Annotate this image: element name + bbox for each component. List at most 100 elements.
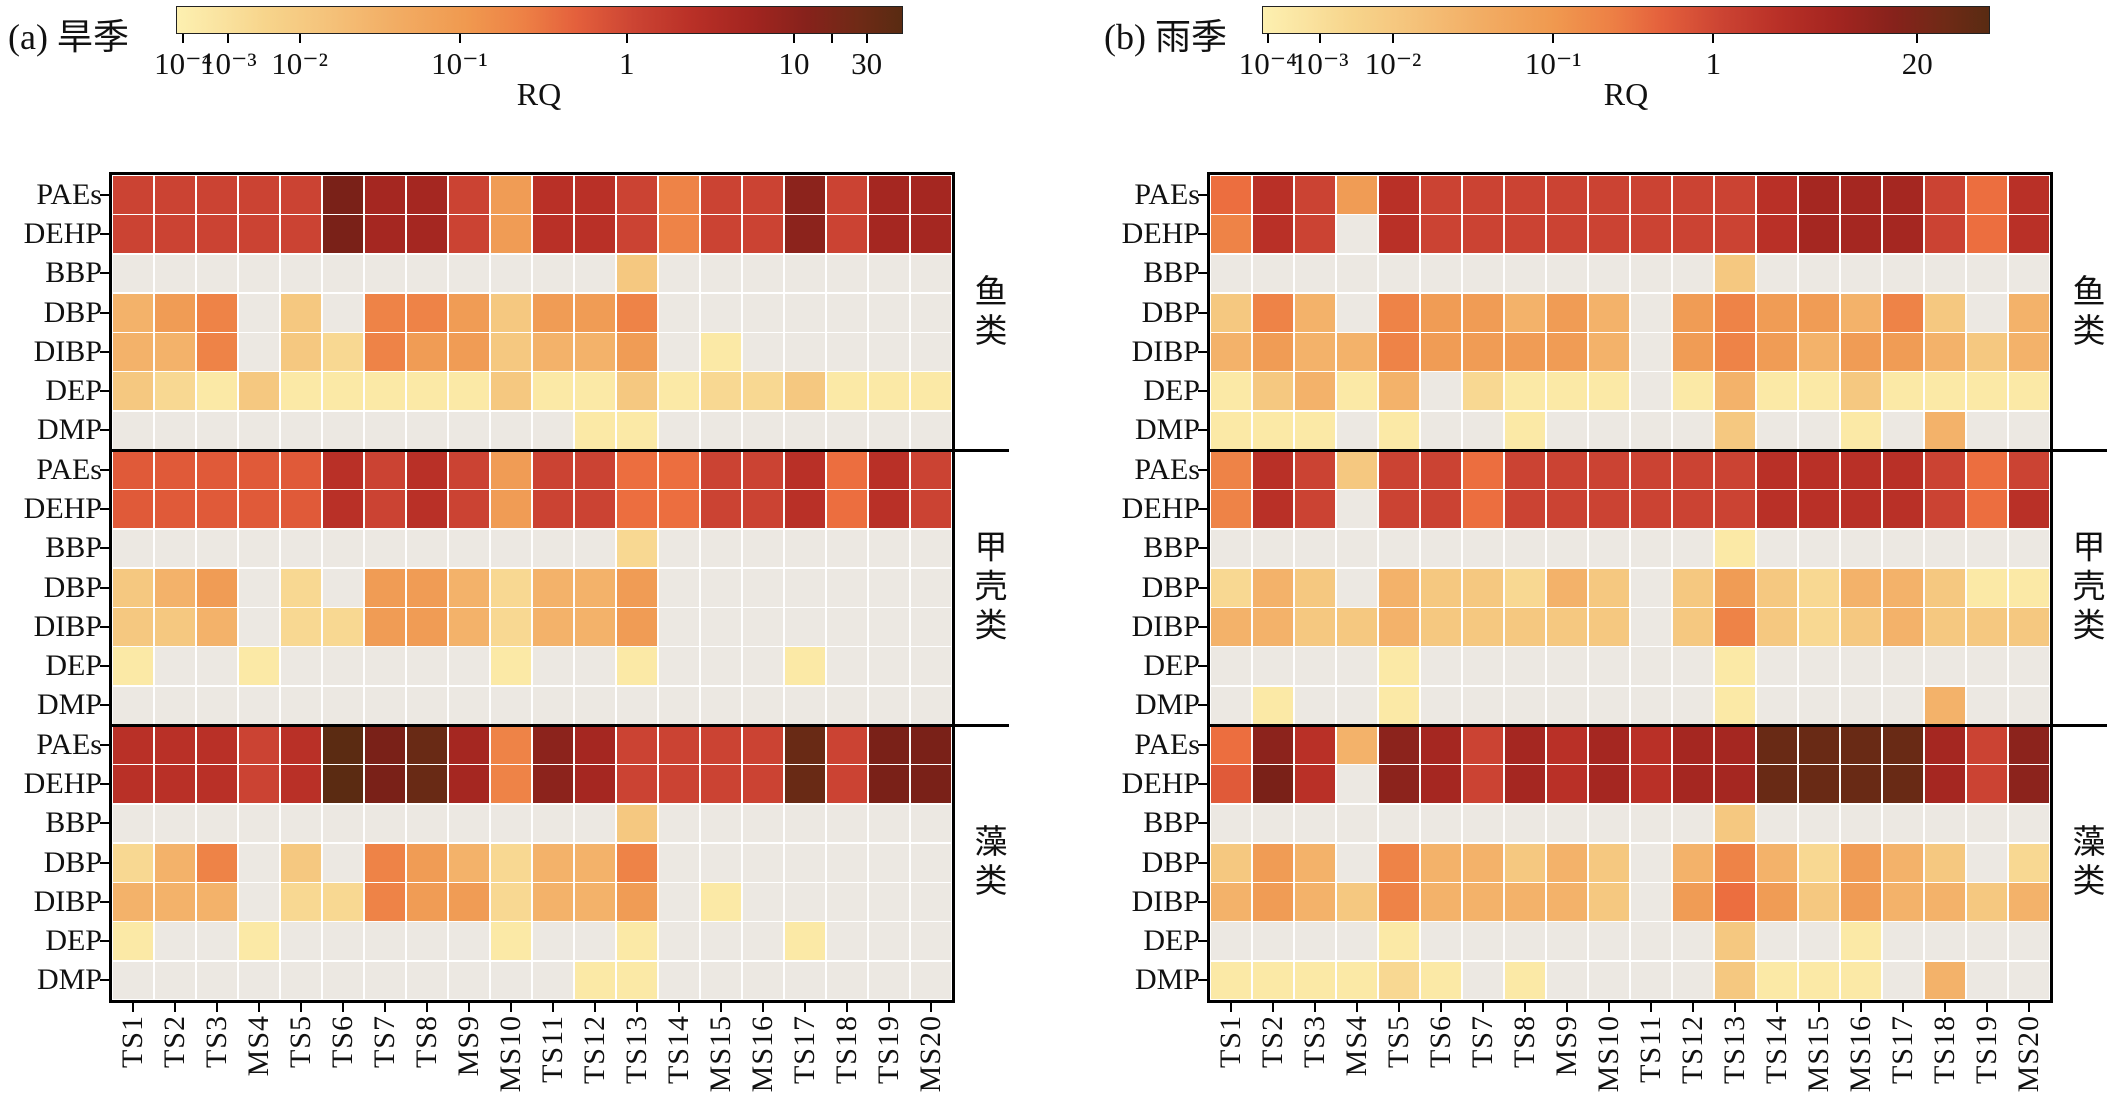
heatmap-cell <box>784 410 826 451</box>
heatmap-cell <box>1588 842 1630 883</box>
heatmap-cell <box>1756 842 1798 883</box>
heatmap-cell <box>2008 410 2050 451</box>
heatmap-cell <box>868 764 910 805</box>
heatmap-cell <box>616 371 658 412</box>
heatmap-cell <box>742 921 784 962</box>
heatmap-cell <box>322 607 364 647</box>
heatmap-cell <box>784 882 826 922</box>
heatmap-cell <box>1336 882 1378 922</box>
heatmap-cell <box>784 567 826 608</box>
heatmap-cell <box>196 489 238 530</box>
heatmap-cell <box>406 332 448 372</box>
x-axis-label: MS10 <box>1592 1015 1625 1093</box>
x-axis-tick <box>1230 1003 1232 1012</box>
heatmap-cell <box>1672 803 1714 844</box>
heatmap-cell <box>1294 567 1336 608</box>
heatmap-cell <box>406 175 448 215</box>
heatmap-cell <box>322 175 364 215</box>
heatmap-cell <box>1210 725 1252 765</box>
heatmap-cell <box>1336 214 1378 255</box>
heatmap-cell <box>1672 175 1714 215</box>
heatmap-cell <box>1882 725 1924 765</box>
heatmap-cell <box>448 921 490 962</box>
heatmap-cell <box>1882 253 1924 294</box>
x-axis-label: TS6 <box>326 1015 359 1069</box>
heatmap-cell <box>1546 528 1588 569</box>
heatmap-cell <box>574 921 616 962</box>
heatmap-cell <box>196 292 238 333</box>
x-axis-label: TS14 <box>662 1015 695 1085</box>
heatmap-cell <box>1462 764 1504 805</box>
heatmap-cell <box>280 371 322 412</box>
heatmap-cell <box>1840 450 1882 490</box>
heatmap-cell <box>658 292 700 333</box>
heatmap-cell <box>1504 646 1546 687</box>
x-axis-label: MS10 <box>494 1015 527 1093</box>
heatmap-cell <box>1882 410 1924 451</box>
heatmap-cell <box>364 371 406 412</box>
heatmap-cell <box>322 960 364 1001</box>
heatmap-cell <box>112 882 154 922</box>
heatmap-cell <box>154 410 196 451</box>
heatmap-cell <box>1840 214 1882 255</box>
heatmap-cell <box>1546 921 1588 962</box>
heatmap-cell <box>784 332 826 372</box>
y-axis-tick <box>100 822 109 825</box>
heatmap-cell <box>1756 489 1798 530</box>
heatmap-cell <box>1336 803 1378 844</box>
heatmap-cell <box>1714 882 1756 922</box>
heatmap-cell <box>112 253 154 294</box>
heatmap-cell <box>1336 450 1378 490</box>
colorbar-tick-label: 10 <box>778 46 810 81</box>
heatmap-cell <box>280 489 322 530</box>
x-axis-label: TS12 <box>578 1015 611 1085</box>
heatmap-cell <box>1546 332 1588 372</box>
x-axis-label: TS11 <box>1634 1015 1667 1083</box>
heatmap-cell <box>1336 685 1378 726</box>
heatmap-cell <box>1798 410 1840 451</box>
heatmap-cell <box>1210 882 1252 922</box>
heatmap-cell <box>574 842 616 883</box>
colorbar-tick <box>865 34 868 43</box>
heatmap-cell <box>2008 882 2050 922</box>
heatmap-cell <box>448 371 490 412</box>
heatmap-cell <box>1294 607 1336 647</box>
heatmap-cell <box>364 842 406 883</box>
y-axis-tick <box>1198 940 1207 943</box>
heatmap-cell <box>364 960 406 1001</box>
heatmap-cell <box>616 175 658 215</box>
heatmap-cell <box>910 214 952 255</box>
heatmap-cell <box>238 450 280 490</box>
heatmap-cell <box>2008 803 2050 844</box>
x-axis-label: TS6 <box>1424 1015 1457 1069</box>
heatmap-cell <box>826 410 868 451</box>
heatmap-cell <box>1798 175 1840 215</box>
heatmap-cell <box>1504 489 1546 530</box>
heatmap-cell <box>910 725 952 765</box>
heatmap-cell <box>196 332 238 372</box>
heatmap-cell <box>112 528 154 569</box>
x-axis-tick <box>1734 1003 1736 1012</box>
heatmap-cell <box>490 921 532 962</box>
y-axis-tick <box>100 350 109 353</box>
row-label: DMP <box>1134 688 1200 722</box>
heatmap-cell <box>364 803 406 844</box>
heatmap-cell <box>112 607 154 647</box>
heatmap-cell <box>826 292 868 333</box>
heatmap-cell <box>1714 607 1756 647</box>
heatmap-cell <box>826 646 868 687</box>
heatmap-cell <box>532 332 574 372</box>
heatmap-cell <box>1714 489 1756 530</box>
y-axis-tick <box>1198 782 1207 785</box>
heatmap-cell <box>1714 646 1756 687</box>
heatmap-cell <box>490 567 532 608</box>
group-separator-line <box>111 723 1009 727</box>
heatmap-cell <box>1798 371 1840 412</box>
heatmap-cell <box>700 332 742 372</box>
colorbar-tick <box>1392 34 1395 43</box>
y-axis-tick <box>100 665 109 668</box>
heatmap-cell <box>1546 371 1588 412</box>
heatmap-cell <box>490 332 532 372</box>
x-axis-tick <box>1860 1003 1862 1012</box>
y-axis-tick <box>100 782 109 785</box>
